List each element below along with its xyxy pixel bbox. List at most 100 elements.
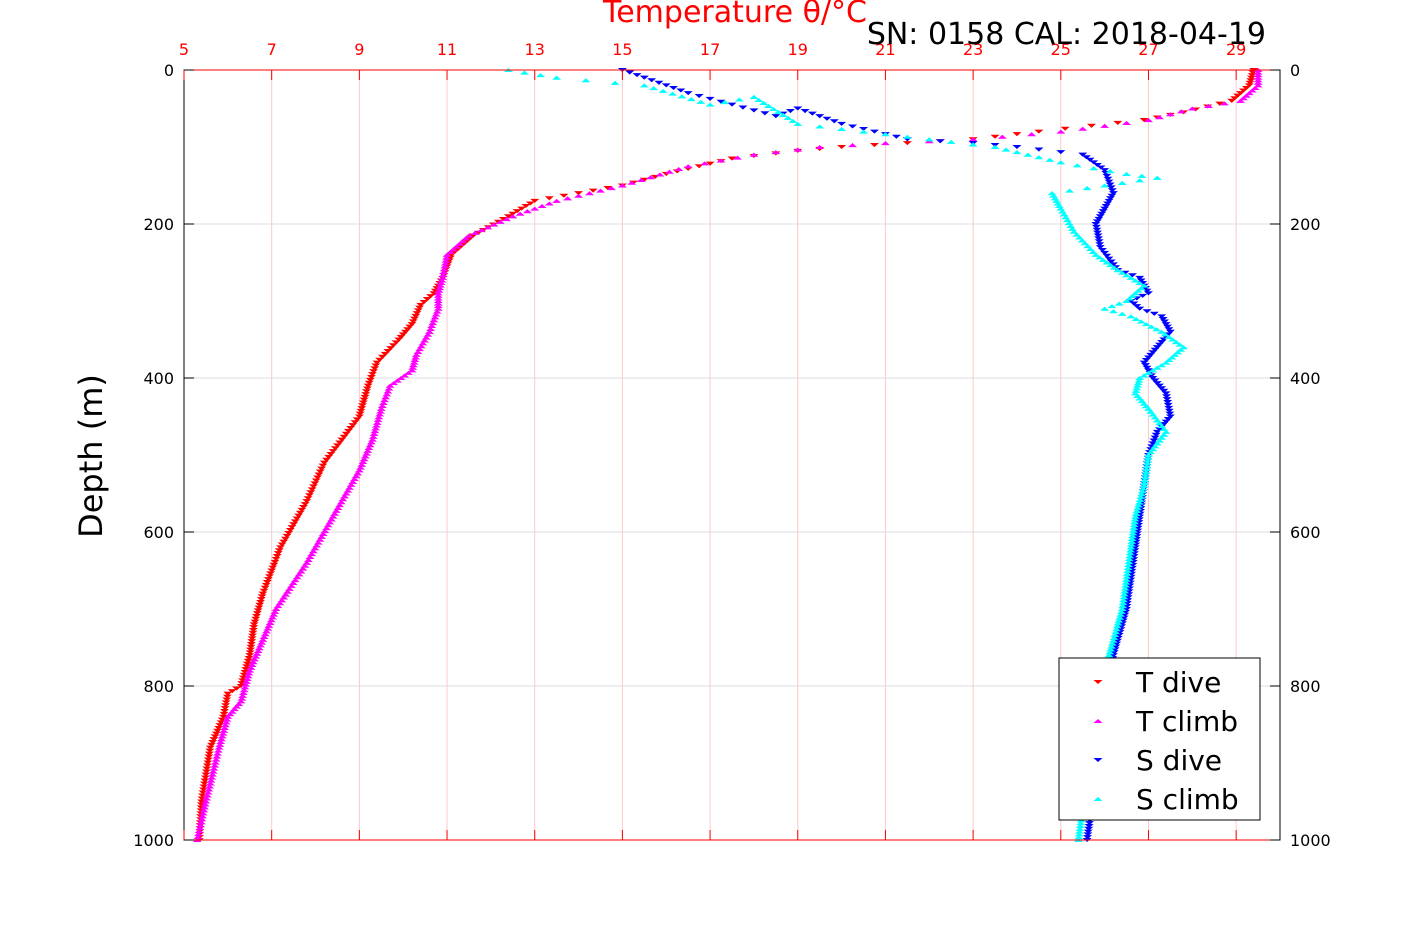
data-point-fill <box>217 734 227 739</box>
data-point <box>1135 375 1145 381</box>
data-point-fill <box>1001 147 1011 152</box>
data-point-fill <box>1140 478 1150 483</box>
y-tick-label-left: 0 <box>164 61 174 80</box>
data-point-fill <box>1176 347 1186 352</box>
data-point <box>771 114 781 119</box>
data-point-fill <box>1158 316 1168 321</box>
data-point-fill <box>1119 595 1129 600</box>
data-point-fill <box>1023 152 1033 157</box>
data-point-fill <box>1095 255 1105 260</box>
data-point-fill <box>215 742 225 747</box>
data-point <box>1143 291 1153 296</box>
data-point-fill <box>297 507 307 512</box>
data-point-fill <box>381 395 391 400</box>
data-point <box>1143 452 1153 458</box>
data-point-fill <box>312 543 322 548</box>
data-point-fill <box>241 682 251 687</box>
data-point-fill <box>419 299 429 304</box>
data-point <box>1244 83 1254 88</box>
x-tick-label: 5 <box>179 40 189 59</box>
data-point-fill <box>1094 216 1104 221</box>
x-tick-label: 9 <box>354 40 364 59</box>
data-point-fill <box>313 540 323 545</box>
data-point-fill <box>1137 173 1147 178</box>
data-point-fill <box>310 481 320 486</box>
data-point-fill <box>1083 835 1093 840</box>
data-point-fill <box>1142 365 1152 370</box>
data-point-fill <box>1247 75 1257 80</box>
y-tick-label-left: 1000 <box>133 831 174 850</box>
data-point-fill <box>674 166 684 172</box>
x-tick-label: 25 <box>1051 40 1071 59</box>
data-point-fill <box>1150 435 1160 440</box>
data-point-fill <box>1085 247 1095 252</box>
data-point-fill <box>990 134 1000 139</box>
data-point-fill <box>237 696 247 701</box>
data-point-fill <box>205 784 215 789</box>
data-point-fill <box>246 644 256 649</box>
data-point-fill <box>1128 528 1138 533</box>
data-point-fill <box>1247 88 1257 93</box>
data-point-fill <box>880 132 890 137</box>
data-point-fill <box>434 288 444 293</box>
data-point-fill <box>1131 511 1141 516</box>
data-point-fill <box>243 674 253 679</box>
data-point-fill <box>1053 201 1063 206</box>
data-point-fill <box>279 595 289 600</box>
data-point-fill <box>458 239 468 244</box>
data-point-fill <box>1132 508 1142 514</box>
data-point-fill <box>946 139 956 144</box>
data-point-fill <box>208 739 218 745</box>
data-point-fill <box>204 751 214 756</box>
data-point-fill <box>655 172 665 177</box>
data-point-fill <box>585 191 595 196</box>
data-point-fill <box>1122 120 1132 125</box>
data-point-fill <box>1161 419 1171 424</box>
data-point <box>1091 221 1101 227</box>
data-point-fill <box>705 161 715 166</box>
data-point-fill <box>211 757 221 762</box>
data-point-fill <box>1160 319 1170 324</box>
data-point-fill <box>445 250 455 255</box>
data-point-fill <box>433 301 443 306</box>
data-point-fill <box>1142 461 1152 466</box>
chart-subtitle: SN: 0158 CAL: 2018-04-19 <box>867 17 1266 52</box>
data-point-fill <box>1159 388 1169 393</box>
data-point-fill <box>212 754 222 759</box>
data-point-fill <box>448 247 458 252</box>
data-point-fill <box>260 585 270 590</box>
data-point-fill <box>1072 232 1082 237</box>
data-point-fill <box>1135 281 1145 286</box>
y-tick-label-left: 400 <box>143 369 174 388</box>
data-point-fill <box>198 814 208 819</box>
left-axis-ticks: 0 200 400 600 800 1000 <box>133 61 194 850</box>
data-point-fill <box>300 563 310 568</box>
data-point-fill <box>411 313 421 318</box>
data-point-fill <box>294 513 304 518</box>
data-point-fill <box>202 796 212 801</box>
data-point <box>683 91 693 96</box>
data-point-fill <box>261 582 271 587</box>
data-point-fill <box>274 548 284 553</box>
data-point-fill <box>537 204 547 209</box>
data-point-fill <box>1120 586 1130 591</box>
data-point-fill <box>284 586 294 591</box>
data-point-fill <box>773 109 783 114</box>
data-point-fill <box>1244 91 1254 96</box>
data-point-fill <box>222 717 232 722</box>
data-point-fill <box>432 309 442 314</box>
data-point-fill <box>1133 383 1143 388</box>
data-point-fill <box>253 648 263 654</box>
data-point-fill <box>313 475 323 480</box>
data-point <box>990 144 1000 150</box>
data-point-fill <box>1164 334 1174 339</box>
data-point-fill <box>1104 256 1114 261</box>
data-point-fill <box>298 504 308 509</box>
data-point-fill <box>588 188 598 193</box>
data-point-fill <box>371 423 381 428</box>
data-point-fill <box>408 363 418 368</box>
data-point-fill <box>530 206 540 211</box>
data-point <box>368 437 378 442</box>
data-point-fill <box>259 634 269 640</box>
